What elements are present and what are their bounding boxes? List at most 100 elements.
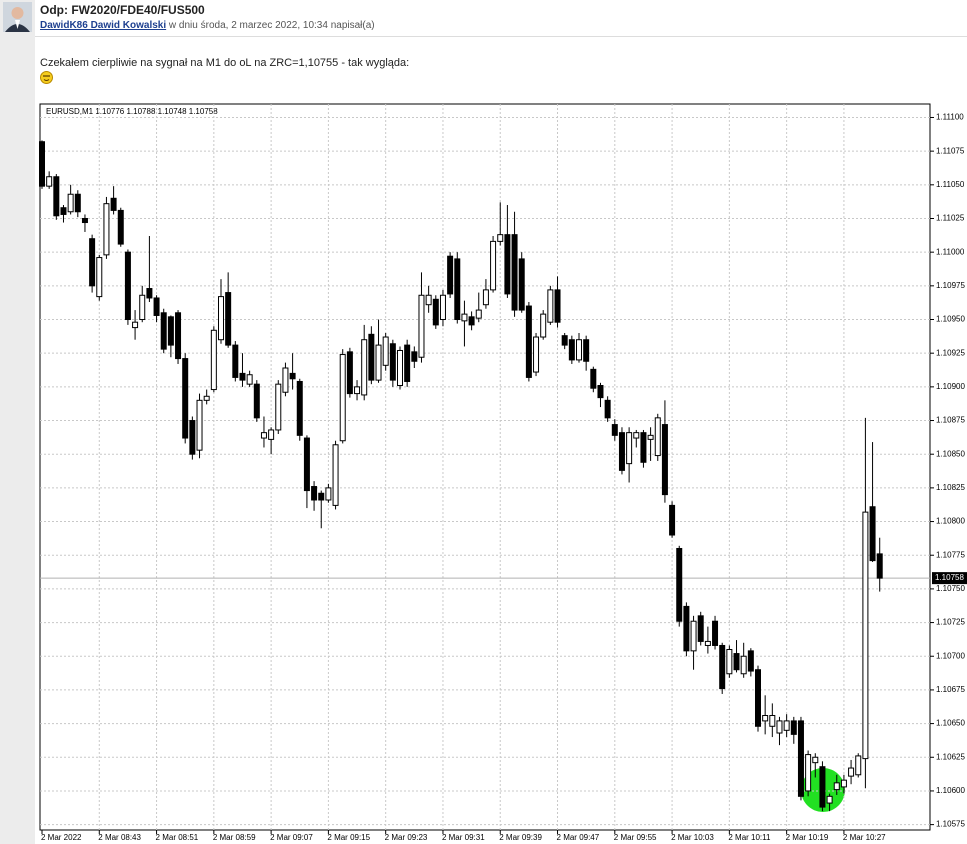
candle-body	[826, 795, 833, 804]
candle-body	[547, 289, 554, 323]
candle-body	[411, 351, 418, 362]
candle-body	[218, 296, 224, 341]
candle-body	[805, 754, 812, 792]
emoji	[40, 71, 53, 84]
candle-body	[275, 383, 282, 431]
plot-frame	[39, 103, 931, 831]
candle-body	[175, 312, 182, 360]
x-tick-label: 2 Mar 08:59	[213, 833, 256, 842]
candle-body	[81, 217, 88, 224]
candle-body	[89, 238, 96, 287]
candle-body	[533, 336, 540, 373]
candle-body	[354, 386, 361, 395]
x-tick-label: 2 Mar 09:15	[327, 833, 370, 842]
candle-body	[454, 258, 461, 321]
y-tick-label: 1.10975	[936, 281, 965, 290]
post-text: Czekałem cierpliwie na sygnał na M1 do o…	[40, 57, 410, 69]
candle-body	[697, 615, 704, 642]
x-tick-label: 2 Mar 09:07	[270, 833, 313, 842]
candle-body	[39, 141, 45, 187]
candle-body	[840, 779, 847, 788]
candle-body	[461, 313, 468, 322]
candle-body	[375, 344, 382, 381]
candle-body	[812, 756, 819, 764]
candle-body	[848, 767, 855, 777]
candle-body	[303, 437, 310, 492]
candle-body	[110, 197, 117, 211]
candle-body	[468, 316, 475, 326]
y-tick-label: 1.10575	[936, 820, 965, 829]
candle-body	[712, 620, 719, 646]
candle-body	[647, 434, 654, 440]
y-tick-label: 1.11025	[936, 214, 965, 223]
candle-body	[618, 432, 625, 471]
y-tick-label: 1.10925	[936, 348, 965, 357]
candle-body	[103, 203, 110, 256]
candle-body	[182, 358, 189, 439]
candle-body	[282, 367, 289, 393]
candle-body	[397, 349, 403, 387]
candle-body	[246, 374, 253, 385]
candle-body	[210, 329, 217, 391]
candle-body	[404, 344, 411, 382]
post-date: w dniu środa, 2 marzec 2022, 10:34 napis…	[166, 20, 375, 31]
candle-body	[590, 368, 597, 389]
candle-body	[783, 720, 790, 731]
candle-body	[153, 297, 160, 316]
candle-body	[447, 255, 454, 295]
avatar[interactable]	[3, 2, 32, 32]
candle-body	[855, 755, 862, 776]
candle-body	[432, 298, 439, 326]
x-tick-label: 2 Mar 09:47	[557, 833, 600, 842]
candle-body	[790, 720, 797, 735]
candle-body	[604, 399, 611, 419]
candle-body	[719, 644, 726, 690]
x-tick-label: 2 Mar 10:03	[671, 833, 714, 842]
candle-body	[583, 339, 590, 362]
candle-body	[189, 420, 196, 455]
candle-body	[726, 649, 733, 675]
candle-body	[418, 294, 425, 358]
x-tick-label: 2 Mar 08:51	[156, 833, 199, 842]
candle-body	[683, 605, 690, 652]
y-tick-label: 1.10850	[936, 449, 965, 458]
y-tick-label: 1.10800	[936, 517, 965, 526]
x-tick-label: 2 Mar 08:43	[98, 833, 141, 842]
candle-body	[53, 176, 60, 217]
candle-body	[776, 720, 783, 734]
candle-body	[740, 655, 747, 675]
separator	[35, 36, 967, 37]
candle-body	[525, 305, 532, 378]
candle-body	[296, 380, 303, 436]
candle-body	[490, 240, 497, 291]
candle-body	[733, 653, 740, 671]
post-title: Odp: FW2020/FDE40/FUS500	[40, 3, 205, 17]
candle-body	[568, 339, 575, 361]
candle-body	[482, 289, 489, 306]
candle-body	[289, 372, 296, 380]
candle-body	[160, 312, 167, 350]
candle-body	[676, 547, 683, 622]
candle-body	[504, 234, 511, 295]
candle-body	[769, 715, 776, 727]
candle-body	[819, 766, 826, 808]
x-tick-label: 2 Mar 2022	[41, 833, 82, 842]
candle-body	[439, 294, 446, 321]
x-tick-label: 2 Mar 09:31	[442, 833, 485, 842]
candle-body	[389, 343, 396, 381]
candle-body	[690, 620, 697, 652]
candle-body	[203, 395, 210, 401]
candle-body	[60, 207, 67, 215]
y-tick-label: 1.10775	[936, 550, 965, 559]
candle-body	[554, 289, 561, 323]
candle-body	[561, 335, 568, 346]
candle-body	[332, 444, 339, 506]
y-tick-label: 1.10625	[936, 752, 965, 761]
author-link[interactable]: DawidK86 Dawid Kowalski	[40, 20, 167, 31]
candle-body	[74, 193, 81, 213]
candle-body	[704, 640, 711, 646]
candle-body	[96, 257, 103, 298]
candle-body	[132, 321, 139, 329]
candle-body	[640, 432, 647, 463]
